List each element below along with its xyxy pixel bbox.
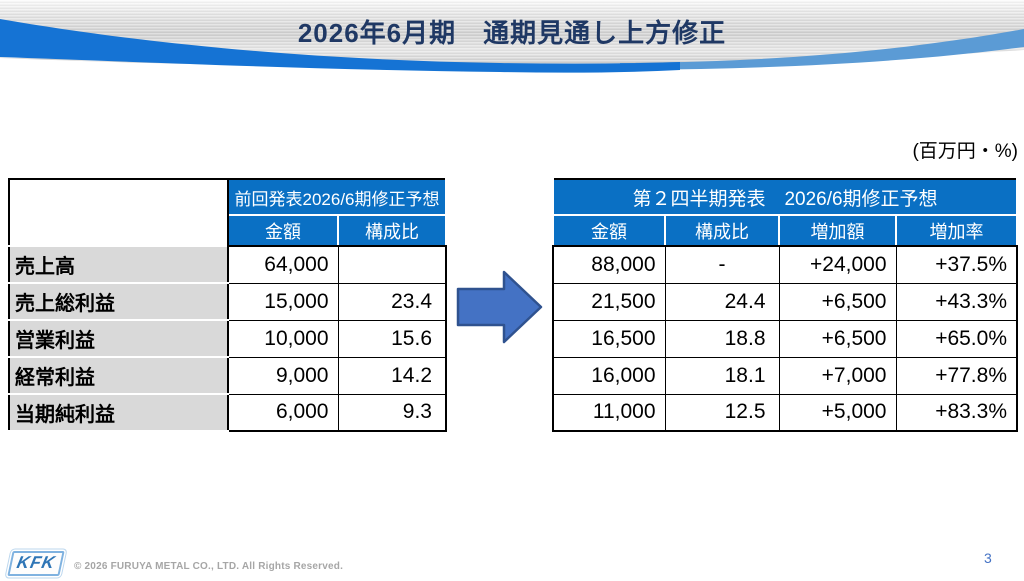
cell-amount: 16,000: [552, 356, 666, 395]
table-row: 営業利益 10,000 15.6: [9, 319, 447, 358]
right-table-subheader-row: 金額 構成比 増加額 増加率: [552, 215, 1018, 247]
cell-increase-rate: +77.8%: [895, 356, 1018, 395]
row-label-operating-income: 営業利益: [9, 319, 229, 358]
cell-ratio: 23.4: [337, 282, 447, 321]
page-title: 2026年6月期 通期見通し上方修正: [297, 18, 727, 48]
cell-ratio: 12.5: [664, 393, 780, 432]
table-row: 88,000 - +24,000 +37.5%: [552, 245, 1018, 284]
cell-amount: 11,000: [552, 393, 666, 432]
cell-ratio: 18.8: [664, 319, 780, 358]
cell-ratio: [337, 245, 447, 284]
left-table-header-row: 前回発表2026/6期修正予想: [9, 179, 447, 246]
cell-ratio: 15.6: [337, 319, 447, 358]
right-table-title: 第２四半期発表 2026/6期修正予想: [552, 179, 1018, 216]
unit-note: (百万円・%): [912, 141, 1018, 162]
left-col-header-ratio: 構成比: [337, 215, 447, 247]
table-row: 売上高 64,000: [9, 245, 447, 284]
cell-increase-rate: +83.3%: [895, 393, 1018, 432]
right-col-header-amount: 金額: [552, 215, 666, 247]
table-row: 21,500 24.4 +6,500 +43.3%: [552, 282, 1018, 321]
cell-amount: 16,500: [552, 319, 666, 358]
cell-amount: 64,000: [227, 245, 339, 284]
row-label-sales: 売上高: [9, 245, 229, 284]
corner-cell: [9, 179, 229, 246]
right-col-header-increase-rate: 増加率: [895, 215, 1018, 247]
cell-increase-rate: +37.5%: [895, 245, 1018, 284]
cell-increase-rate: +43.3%: [895, 282, 1018, 321]
page-number: 3: [984, 550, 992, 566]
table-row: 当期純利益 6,000 9.3: [9, 393, 447, 432]
previous-forecast-table: 前回発表2026/6期修正予想 金額 構成比 売上高 64,000 売上総利益 …: [8, 178, 447, 432]
copyright-text: © 2026 FURUYA METAL CO., LTD. All Rights…: [74, 561, 344, 572]
left-col-header-amount: 金額: [227, 215, 339, 247]
cell-amount: 88,000: [552, 245, 666, 284]
revised-forecast-table: 第２四半期発表 2026/6期修正予想 金額 構成比 増加額 増加率 88,00…: [552, 178, 1018, 432]
cell-increase-rate: +65.0%: [895, 319, 1018, 358]
header-banner: 2026年6月期 通期見通し上方修正: [0, 0, 1024, 92]
table-row: 16,500 18.8 +6,500 +65.0%: [552, 319, 1018, 358]
cell-amount: 9,000: [227, 356, 339, 395]
row-label-gross-profit: 売上総利益: [9, 282, 229, 321]
cell-increase-amount: +7,000: [778, 356, 897, 395]
right-col-header-increase-amount: 増加額: [778, 215, 897, 247]
table-row: 16,000 18.1 +7,000 +77.8%: [552, 356, 1018, 395]
table-row: 売上総利益 15,000 23.4: [9, 282, 447, 321]
cell-ratio: 9.3: [337, 393, 447, 432]
cell-increase-amount: +24,000: [778, 245, 897, 284]
cell-ratio: 18.1: [664, 356, 780, 395]
row-label-ordinary-income: 経常利益: [9, 356, 229, 395]
table-row: 11,000 12.5 +5,000 +83.3%: [552, 393, 1018, 432]
row-label-net-income: 当期純利益: [9, 393, 229, 432]
cell-increase-amount: +5,000: [778, 393, 897, 432]
cell-amount: 6,000: [227, 393, 339, 432]
cell-amount: 15,000: [227, 282, 339, 321]
right-col-header-ratio: 構成比: [664, 215, 780, 247]
cell-amount: 10,000: [227, 319, 339, 358]
left-table-title: 前回発表2026/6期修正予想: [227, 179, 447, 216]
kfk-logo: KFK: [7, 551, 65, 576]
right-arrow-icon: [456, 270, 543, 344]
left-table-subheader-row: 金額 構成比: [9, 215, 447, 247]
right-table-header-row: 第２四半期発表 2026/6期修正予想: [552, 179, 1018, 216]
cell-ratio: 14.2: [337, 356, 447, 395]
cell-ratio: -: [664, 245, 780, 284]
banner-swoosh-graphic: [0, 0, 1024, 73]
cell-increase-amount: +6,500: [778, 319, 897, 358]
cell-ratio: 24.4: [664, 282, 780, 321]
cell-amount: 21,500: [552, 282, 666, 321]
cell-increase-amount: +6,500: [778, 282, 897, 321]
table-row: 経常利益 9,000 14.2: [9, 356, 447, 395]
